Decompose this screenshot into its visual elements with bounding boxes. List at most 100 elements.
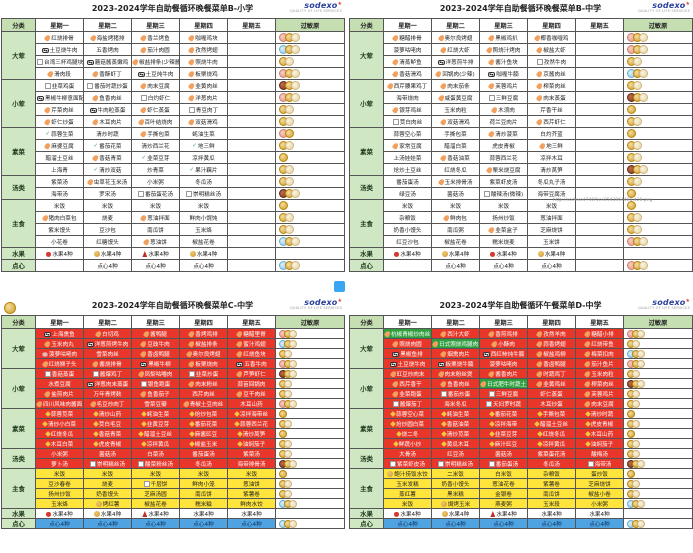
dish-cell: 上海青 — [35, 163, 84, 176]
dish-name: 米饭 — [149, 471, 162, 478]
sparkle-icon — [584, 421, 591, 427]
allergen-coin — [632, 439, 640, 448]
allergen-coin — [291, 261, 300, 270]
dish-cell: 香菇青菜 — [83, 151, 132, 164]
dish-cell: 海带汤 — [35, 187, 84, 200]
allergen-coin — [632, 449, 640, 458]
dish-name: 水果4种 — [193, 511, 214, 518]
dish-cell: 小酥肉 — [479, 338, 528, 349]
dish-name: 酱香肉片 — [495, 371, 518, 378]
dish-name: 崇明糕丝汤 — [97, 461, 125, 468]
dish-name: 韭菜炒蛋 — [195, 371, 219, 378]
dish-name: 米饭 — [101, 471, 114, 478]
dish-cell: 地三鲜 — [527, 139, 576, 152]
column-header: 星期一 — [35, 18, 84, 32]
allergen-cell — [623, 31, 693, 44]
dish-cell: 蒜蓉空心菜 — [383, 408, 432, 419]
dish-cell: 小米粥 — [131, 175, 180, 188]
dish-name: 豇豆炒肉末 — [396, 371, 425, 378]
menu-row: 照烧肉圆 日式照烧鸡腿肉 小酥肉 蒜香烤翅 红烧带鱼 — [350, 338, 693, 349]
dish-cell: 韭菜豆芽 — [479, 428, 528, 439]
dish-cell: 土豆烧牛肉 — [383, 358, 432, 369]
dish-name: 水果4种 — [400, 251, 421, 258]
dish-cell: 茭白肉丝 — [383, 115, 432, 128]
sparkle-icon — [390, 411, 396, 417]
dish-name: 韭菜豆芽 — [147, 155, 170, 162]
dish-name: 水果4种 — [196, 251, 218, 258]
dish-name: 紫菜虾皮汤 — [489, 179, 518, 186]
dish-name: 凤梨咕噜肉 — [144, 371, 173, 378]
dish-cell: 烧麦 — [83, 211, 132, 224]
dish-cell: 肉末茄条 — [431, 79, 480, 92]
menu-row: 四川风味肉酱面 毛豆炒肉丁 雪菜豆瓣 青椒土豆肉丝 木耳山药 — [2, 398, 345, 409]
menu-row: 杂粮饭 鲜肉包 扬州炒饭 葱油拌面 — [350, 211, 693, 224]
allergen-coin — [289, 459, 297, 468]
cookie-icon — [189, 251, 196, 257]
dish-cell: 清炒莴笋 — [527, 163, 576, 176]
allergen-cell — [275, 458, 345, 469]
dish-name: 蛋炒饭 — [591, 471, 608, 478]
sparkle-icon — [140, 411, 147, 417]
dish-cell: 炒青菜 — [131, 163, 180, 176]
dish-name: 青豆肉丁 — [195, 107, 219, 114]
dish-name: 牛肉粒蒸蛋 — [97, 107, 126, 114]
dish-name: 茭白毛豆 — [98, 421, 122, 428]
allergen-cell — [275, 508, 345, 519]
check-icon: ✓ — [189, 167, 195, 173]
allergen-cell — [623, 428, 693, 439]
cow-icon — [236, 361, 244, 367]
allergen-cell — [275, 43, 345, 56]
dish-cell: 荷兰豆肉片 — [479, 115, 528, 128]
dish-cell: 台湾三杯鸡腿块 — [35, 55, 84, 68]
sparkle-icon — [584, 411, 591, 417]
allergen-cell — [275, 438, 345, 449]
dish-name: 杭椒青椒炒肉丝 — [391, 331, 431, 338]
dish-name: 蒸红薯 — [399, 491, 416, 498]
dish-name: 椒盐小卷 — [588, 491, 611, 498]
allergen-coin — [285, 213, 294, 222]
dish-name: 点心4种 — [241, 521, 262, 528]
dish-cell: 白灼芥蓝 — [527, 127, 576, 140]
scale-icon — [92, 371, 99, 377]
dish-cell: 点心4种 — [179, 518, 228, 529]
dish-cell: 冬瓜汤 — [179, 175, 228, 188]
dish-cell: 洋葱煎烤牛肉 — [83, 338, 132, 349]
dish-name: 百叶结烧肉 — [144, 119, 173, 126]
dish-cell: 蛋炒饭 — [575, 468, 624, 479]
dish-cell: 豆沙包 — [83, 223, 132, 236]
menu-row: 扬州炒饭 奶香馒头 芝麻汤圆 南瓜饼 紫薯卷 — [2, 488, 345, 499]
sodexo-wordmark: sodexo — [304, 1, 338, 10]
allergen-coin — [633, 177, 642, 186]
dish-name: 上海熏鱼 — [52, 331, 75, 338]
menu-row: 汤类 紫菜汤 虫草花玉米汤 小米粥 冬瓜汤 — [1, 175, 345, 200]
dish-name: 土豆炖牛肉 — [145, 71, 174, 78]
dish-cell: 滑肉段 — [35, 67, 84, 80]
star-icon: ★ — [337, 1, 342, 7]
menu-row: 虾仁炒蛋 木耳肉片 百叶结烧肉 双菇滑鸡 — [2, 115, 345, 128]
dish-cell: 玉米发糕 — [383, 478, 432, 489]
menu-row: 汤类 番茄蛋汤 玉米排骨汤 紫菜虾皮汤 冬瓜丸子汤 — [349, 175, 693, 200]
category-cell: 汤类 — [349, 448, 384, 469]
dish-name: 椒盐玉米 — [194, 441, 218, 448]
dish-name: 糖醋排骨 — [399, 35, 422, 42]
dish-cell: ✓清炒双菇 — [83, 163, 132, 176]
dish-name: 扬州炒饭 — [492, 215, 515, 222]
menu-table: 分类 星期一 星期二 星期三 星期四 星期五 过敏原 大荤 上海熏鱼 白切鸡 酱鸭腿 香烤鸡排 糖醋里脊… — [1, 315, 345, 529]
scale-icon — [392, 401, 399, 407]
dish-name: 茄汁肉圆 — [147, 47, 170, 54]
allergen-cell — [275, 163, 345, 176]
dish-name: 菌菇汤 — [99, 451, 116, 458]
dish-cell: 南瓜粥 — [431, 223, 480, 236]
dish-name: 米饭 — [401, 501, 414, 508]
dish-cell: 酱爆鸡丁 — [83, 368, 132, 379]
dish-name: 扬州炒饭 — [48, 491, 71, 498]
dish-name: 豆干肉丝 — [243, 391, 266, 398]
dish-name: 烧二冬 — [401, 431, 419, 438]
dish-name: 酸菜粉丝汤 — [145, 461, 173, 468]
dish-name: 茄汁鱼片 — [591, 361, 614, 368]
menu-row: 点心 点心4种 点心4种 点心4种 点心4种 点心4种 — [1, 518, 345, 529]
category-cell: 水果 — [1, 247, 36, 260]
dish-cell: 韭菜鸡蛋 — [35, 79, 84, 92]
dish-cell: 凉拌黄瓜 — [179, 151, 228, 164]
menu-table: 分类 星期一 星期二 星期三 星期四 星期五 过敏原 大荤 红烧排骨 海盐烤猪排 香兰烤鱼 咖喱鸡块土… — [1, 18, 345, 272]
